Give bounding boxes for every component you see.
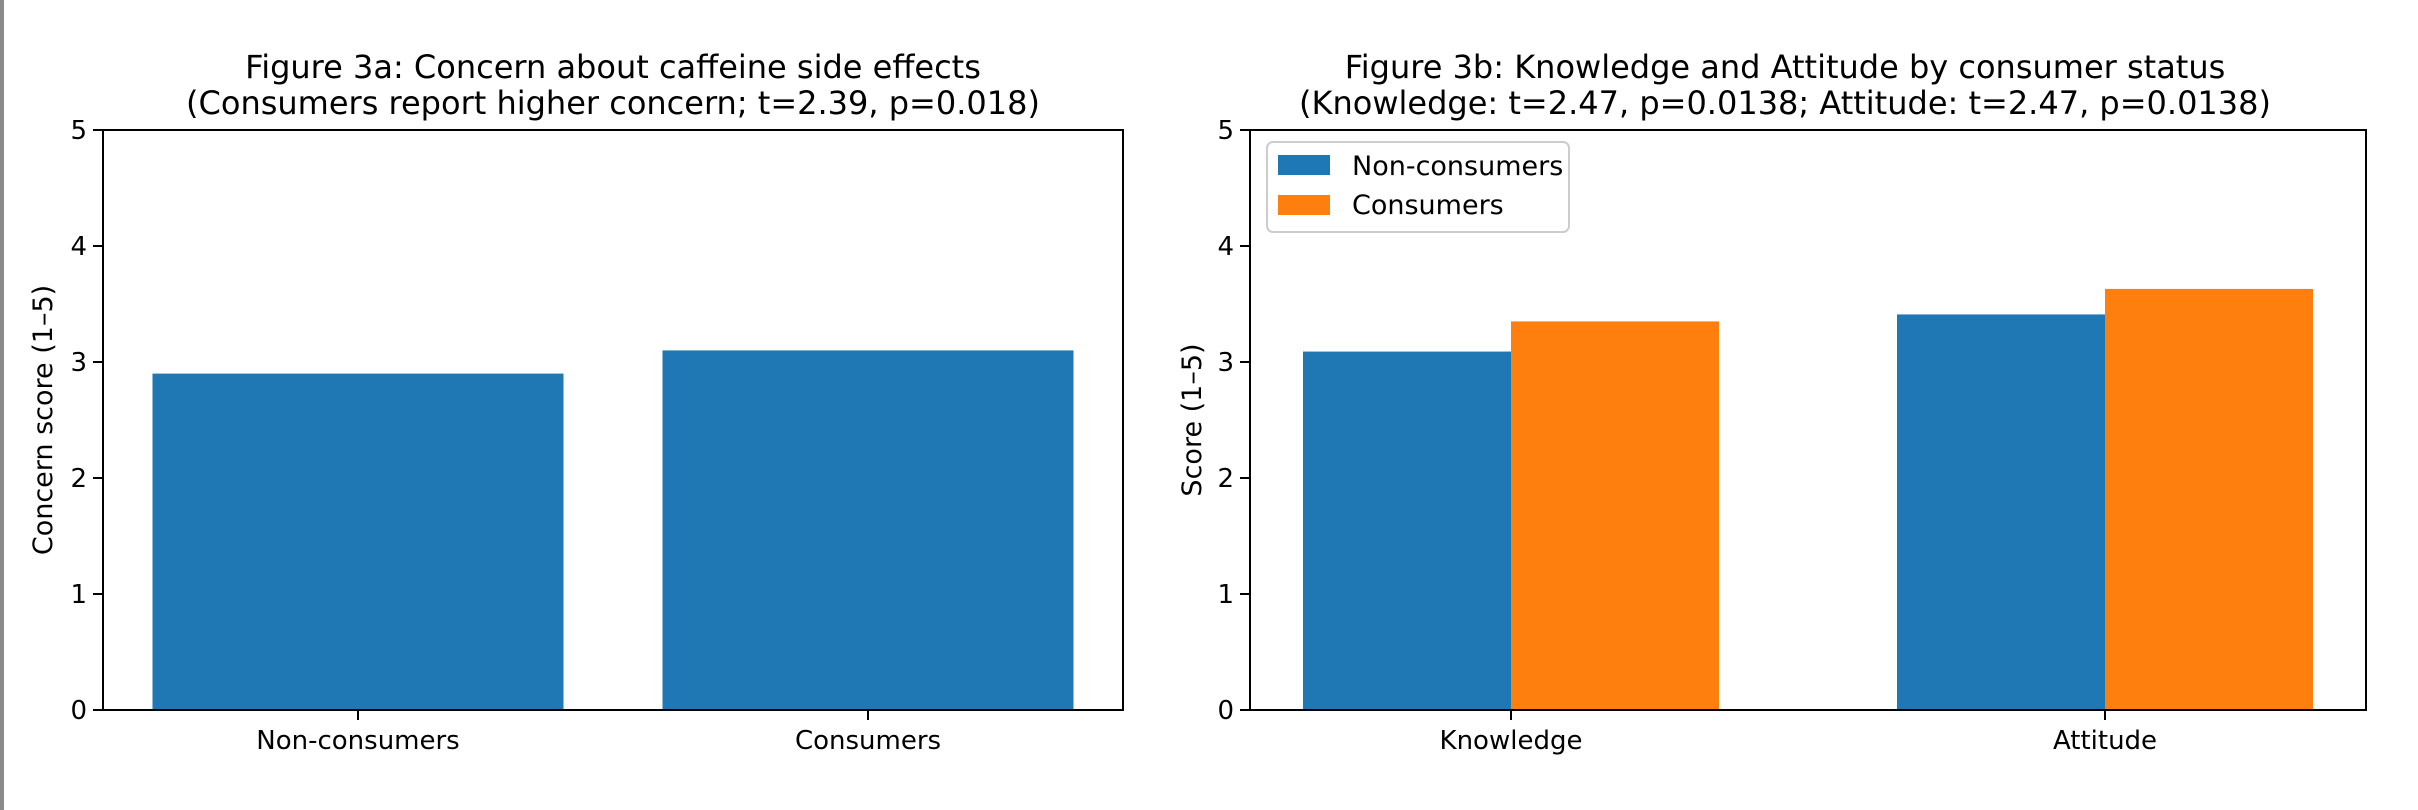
chart-3b-ytick-label: 2 — [1217, 464, 1234, 494]
chart-3a-ytick-label: 1 — [70, 580, 87, 610]
chart-3a-ytick-label: 4 — [70, 232, 87, 262]
bar-attitude-consumers — [2105, 288, 2313, 710]
bar-attitude-non-consumers — [1897, 314, 2105, 710]
chart-3b-ytick-label: 0 — [1217, 696, 1234, 726]
chart-3a-xtick-label-consumers: Consumers — [795, 726, 941, 756]
chart-3b-xtick-label-attitude: Attitude — [2053, 726, 2157, 756]
chart-3a-frame — [102, 129, 1124, 711]
bar-knowledge-consumers — [1511, 321, 1719, 710]
chart-3a-xtick-label-non-consumers: Non-consumers — [256, 726, 459, 756]
chart-3b-frame — [1249, 129, 2367, 711]
bar-knowledge-non-consumers — [1303, 351, 1511, 710]
chart-3b-legend: Non-consumers Consumers — [1266, 141, 1570, 233]
chart-3b-ylabel: Score (1–5) — [1177, 343, 1208, 496]
chart-3a-bars — [152, 350, 1074, 710]
chart-3a-title: Figure 3a: Concern about caffeine side e… — [245, 48, 981, 86]
legend-box — [1266, 141, 1570, 233]
chart-3b-bars — [1303, 288, 2313, 710]
chart-3a-ytick-label: 0 — [70, 696, 87, 726]
legend-swatch-non-consumers — [1278, 155, 1330, 175]
chart-3a-ytick-label: 3 — [70, 348, 87, 378]
chart-3b-ytick-label: 1 — [1217, 580, 1234, 610]
chart-3b-xticks: Knowledge Attitude — [1440, 710, 2157, 756]
chart-3b-ytick-label: 4 — [1217, 232, 1234, 262]
chart-3b-ytick-label: 3 — [1217, 348, 1234, 378]
chart-3a-xticks: Non-consumers Consumers — [256, 710, 941, 756]
chart-3a-ytick-label: 5 — [70, 116, 87, 146]
chart-3a: Figure 3a: Concern about caffeine side e… — [28, 48, 1124, 756]
chart-3b-ytick-label: 5 — [1217, 116, 1234, 146]
chart-3b-xtick-label-knowledge: Knowledge — [1440, 726, 1583, 756]
chart-3b-subtitle: (Knowledge: t=2.47, p=0.0138; Attitude: … — [1299, 84, 2271, 122]
chart-3b: Figure 3b: Knowledge and Attitude by con… — [1177, 48, 2367, 756]
chart-3a-subtitle: (Consumers report higher concern; t=2.39… — [186, 84, 1040, 122]
chart-3a-ylabel: Concern score (1–5) — [28, 285, 59, 555]
chart-3b-yticks: 0 1 2 3 4 5 — [1217, 116, 1250, 726]
legend-swatch-consumers — [1278, 195, 1330, 215]
chart-3a-ytick-label: 2 — [70, 464, 87, 494]
legend-label-non-consumers: Non-consumers — [1352, 151, 1563, 182]
chart-3b-title: Figure 3b: Knowledge and Attitude by con… — [1345, 48, 2226, 86]
bar-non-consumers — [152, 373, 564, 710]
chart-3a-yticks: 0 1 2 3 4 5 — [70, 116, 103, 726]
window-edge — [0, 0, 4, 810]
bar-consumers — [662, 350, 1074, 710]
legend-label-consumers: Consumers — [1352, 190, 1504, 221]
